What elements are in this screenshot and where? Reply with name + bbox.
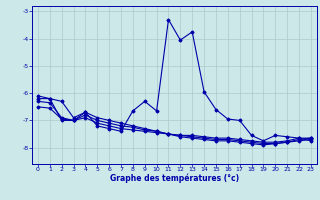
X-axis label: Graphe des températures (°c): Graphe des températures (°c) <box>110 174 239 183</box>
